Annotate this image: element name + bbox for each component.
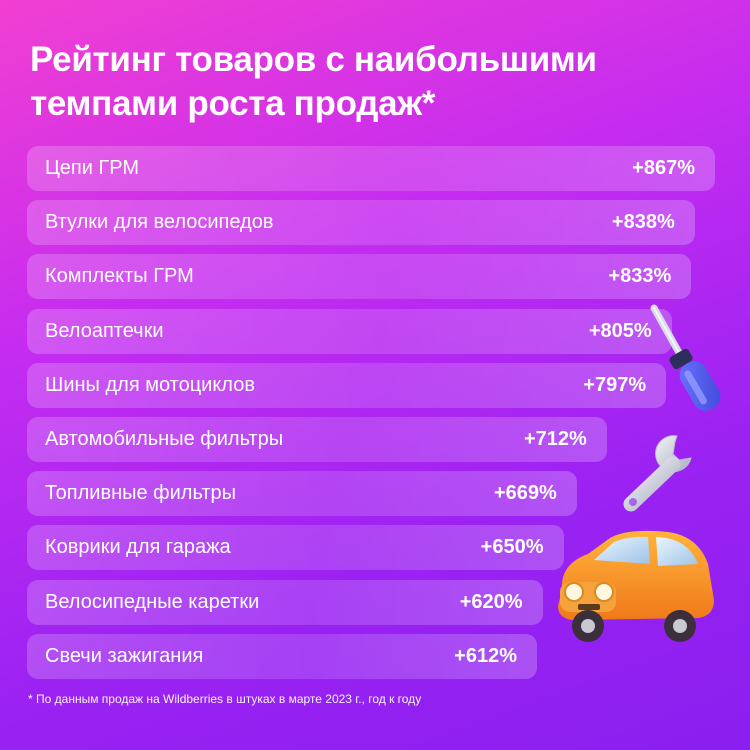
bar: Велосипедные каретки +620% [27,579,543,625]
bar-value-label: +669% [493,482,557,505]
bar-label: Цепи ГРМ [45,157,140,179]
bar-value-label: +805% [588,319,652,342]
bar: Комплекты ГРМ +833% [27,254,692,300]
bar: Коврики для гаража +650% [27,525,564,571]
bar-label: Автомобильные фильтры [45,428,284,450]
bar-value-label: +620% [459,590,523,613]
car-icon [558,530,714,642]
bar-label: Велоаптечки [45,319,164,342]
bar: Втулки для велосипедов +838% [27,200,695,246]
page-title: Рейтинг товаров с наибольшими темпами ро… [30,38,720,126]
bar: Цепи ГРМ +867% [27,146,715,191]
bar-label: Велосипедные каретки [45,590,260,613]
bar: Велоаптечки +805% [27,308,672,354]
bar-label: Коврики для гаража [45,536,231,559]
bar-label: Комплекты ГРМ [45,265,194,288]
title-line-2: темпами роста продаж* [30,84,436,123]
footnote: * По данным продаж на Wildberries в штук… [28,692,422,706]
bar-value-label: +650% [480,536,544,559]
bar-label: Шины для мотоциклов [45,373,255,396]
bar-label: Втулки для велосипедов [45,211,274,234]
bar-value-label: +867% [632,157,695,179]
title-line-1: Рейтинг товаров с наибольшими [30,40,597,79]
bar: Свечи зажигания +612% [27,633,537,679]
bar: Топливные фильтры +669% [27,471,577,517]
bar: Шины для мотоциклов +797% [27,362,667,408]
wrench-icon [623,435,692,512]
bar-value-label: +712% [523,428,587,450]
bar-value-label: +833% [608,265,672,288]
bar-label: Топливные фильтры [45,482,236,505]
bar-label: Свечи зажигания [45,644,204,667]
screwdriver-icon [650,304,721,411]
bar-value-label: +797% [583,373,647,396]
bar-value-label: +838% [611,211,675,234]
bar-value-label: +612% [454,644,517,667]
bar: Автомобильные фильтры +712% [27,417,607,462]
